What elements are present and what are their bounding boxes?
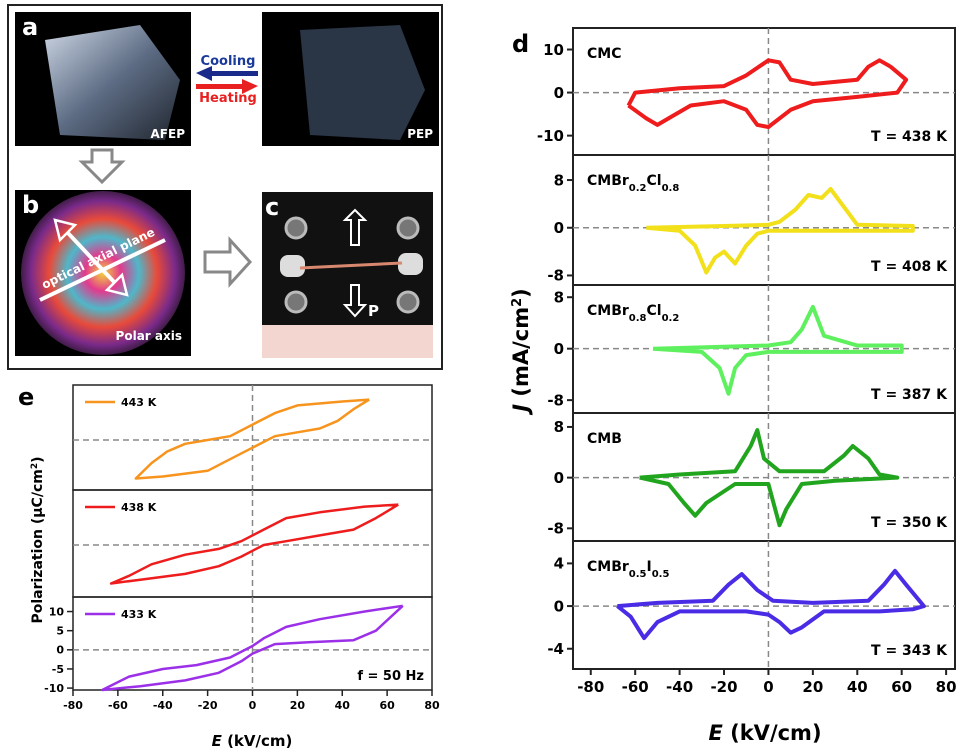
legend-label: 443 K: [121, 396, 157, 409]
axis-label: Polar axis: [116, 329, 182, 343]
electrode: [280, 255, 305, 277]
y-tick-label: 4: [554, 555, 564, 573]
y-tick-label: -10: [537, 127, 564, 145]
legend-label: 433 K: [121, 608, 157, 621]
pin: [286, 218, 306, 238]
x-tick-label: 80: [936, 678, 957, 696]
sample-label: CMB: [587, 431, 622, 447]
x-tick-label: 40: [335, 699, 351, 712]
frequency-label: f = 50 Hz: [357, 669, 424, 684]
label-part: CMBr: [587, 559, 629, 575]
y-tick-label: 8: [554, 418, 564, 436]
y-tick-label: 0: [554, 219, 564, 237]
panel-letter: a: [22, 13, 38, 41]
x-tick-label: 20: [802, 678, 823, 696]
heating-label: Heating: [199, 91, 257, 106]
temperature-label: T = 408 K: [871, 259, 948, 275]
panel-letter: e: [18, 383, 34, 411]
y-axis-label: Polarization (μC/cm2): [30, 456, 46, 623]
temperature-label: T = 350 K: [871, 515, 948, 531]
pin: [398, 218, 418, 238]
y-tick-label: 0: [554, 84, 564, 102]
x-tick-label: -80: [63, 699, 83, 712]
sample-label: CMBr0.8Cl0.2: [587, 303, 679, 324]
y-tick-label: -8: [547, 267, 564, 285]
pin: [398, 292, 418, 312]
label-part: CMB: [587, 431, 622, 447]
panel-letter: c: [265, 193, 279, 221]
cooling-label: Cooling: [201, 54, 256, 69]
y-axis-label: J (mA/cm2): [509, 288, 533, 416]
x-tick-label: 0: [249, 699, 257, 712]
y-tick-label: 0: [554, 340, 564, 358]
x-tick-label: 20: [290, 699, 306, 712]
x-tick-label: 60: [379, 699, 395, 712]
phase-label: AFEP: [151, 127, 186, 141]
label-part: 0.8: [629, 313, 647, 324]
panel-letter: d: [512, 30, 529, 58]
sample-label: CMBr0.2Cl0.8: [587, 173, 679, 194]
data-line: [111, 505, 398, 584]
label-part: Cl: [647, 303, 662, 319]
y-tick-label: -4: [547, 640, 564, 658]
temperature-label: T = 438 K: [871, 129, 948, 145]
y-tick-label: 0: [56, 644, 64, 657]
y-tick-label: -5: [52, 663, 64, 676]
label-part: CMC: [587, 46, 621, 62]
x-tick-label: -20: [198, 699, 218, 712]
y-tick-label: 10: [543, 41, 564, 59]
x-axis-label: E (kV/cm): [212, 732, 293, 750]
y-tick-label: 10: [49, 605, 65, 618]
x-tick-label: -60: [108, 699, 128, 712]
label-part: 0.2: [629, 183, 647, 194]
label-part: 0.5: [629, 569, 647, 580]
grid-paper: [262, 325, 433, 358]
label-part: 0.2: [662, 313, 680, 324]
label-part: 0.5: [652, 569, 670, 580]
y-tick-label: 5: [56, 625, 64, 638]
figure: a AFEP PEP Cooling Heating optical axial…: [0, 0, 959, 753]
pole-label: P: [368, 302, 379, 320]
x-axis-label: E (kV/cm): [708, 721, 821, 745]
x-tick-label: 60: [891, 678, 912, 696]
x-tick-label: 0: [763, 678, 773, 696]
sample-label: CMBr0.5I0.5: [587, 559, 669, 580]
temperature-label: T = 387 K: [871, 387, 948, 403]
x-tick-label: 40: [847, 678, 868, 696]
x-tick-label: -40: [153, 699, 173, 712]
x-tick-label: -40: [666, 678, 693, 696]
y-tick-label: 8: [554, 288, 564, 306]
y-tick-label: 0: [554, 469, 564, 487]
data-line: [617, 571, 924, 638]
sample-label: CMC: [587, 46, 621, 62]
label-part: CMBr: [587, 303, 629, 319]
y-tick-label: -8: [547, 391, 564, 409]
label-part: CMBr: [587, 173, 629, 189]
y-tick-label: 8: [554, 171, 564, 189]
x-tick-label: -60: [622, 678, 649, 696]
data-line: [653, 307, 902, 394]
label-part: Cl: [647, 173, 662, 189]
x-tick-label: -80: [577, 678, 604, 696]
pin: [286, 292, 306, 312]
crystal: [300, 25, 425, 140]
data-line: [629, 60, 907, 127]
y-tick-label: 0: [554, 597, 564, 615]
x-tick-label: 80: [424, 699, 440, 712]
x-tick-label: -20: [710, 678, 737, 696]
y-tick-label: -8: [547, 520, 564, 538]
panel-letter: b: [22, 191, 39, 219]
legend-label: 438 K: [121, 501, 157, 514]
temperature-label: T = 343 K: [871, 643, 948, 659]
label-part: 0.8: [662, 183, 680, 194]
phase-label: PEP: [407, 127, 433, 141]
y-tick-label: -10: [44, 682, 64, 695]
